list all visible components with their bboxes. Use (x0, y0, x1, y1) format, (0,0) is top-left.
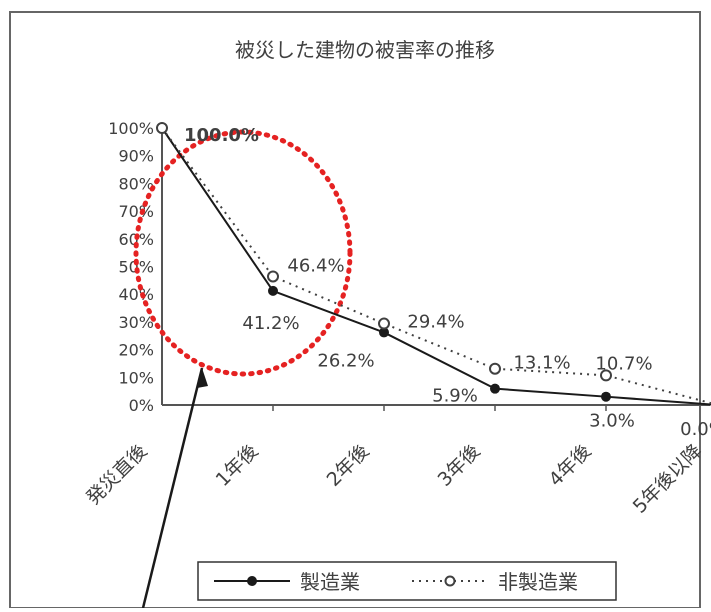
legend-swatch-nonmanufacturing-marker (444, 575, 456, 587)
highlight-ellipse (133, 129, 353, 377)
data-label-manufacturing: 3.0% (589, 411, 635, 432)
point-nonmanufacturing (600, 369, 612, 382)
point-nonmanufacturing (156, 122, 168, 134)
y-tick-label: 30% (118, 313, 154, 332)
data-label-nonmanufacturing: 13.1% (513, 353, 570, 374)
data-label-manufacturing: 0.0% (680, 419, 711, 440)
point-manufacturing (379, 327, 389, 338)
series-group (156, 122, 711, 406)
y-tick-label: 100% (108, 119, 154, 138)
legend-label-nonmanufacturing: 非製造業 (498, 570, 578, 594)
chart-frame (9, 11, 701, 609)
y-tick-label: 20% (118, 341, 154, 360)
point-nonmanufacturing (267, 270, 279, 283)
data-label-manufacturing: 100.0% (184, 125, 259, 146)
legend-swatch-manufacturing-marker (247, 576, 257, 586)
y-tick-label: 40% (118, 285, 154, 304)
data-labels: 100.0% 41.2% 26.2% 5.9% 3.0% 0.0% 46.4% 29.4% 13… (184, 125, 711, 440)
data-label-nonmanufacturing: 46.4% (287, 255, 344, 276)
data-label-nonmanufacturing: 29.4% (407, 312, 464, 333)
annotation-arrow-head (197, 368, 208, 388)
data-label-manufacturing: 26.2% (317, 350, 374, 371)
y-tick-label: 70% (118, 202, 154, 221)
y-tick-label: 0% (129, 396, 154, 415)
series-manufacturing-line (161, 127, 711, 406)
point-manufacturing (601, 391, 611, 402)
annotation-arrow-line (141, 367, 204, 609)
data-label-manufacturing: 5.9% (432, 386, 478, 407)
y-tick-label: 90% (118, 147, 154, 166)
y-tick-label: 10% (118, 368, 154, 387)
point-manufacturing (490, 383, 500, 394)
point-manufacturing (268, 285, 278, 296)
point-nonmanufacturing (378, 317, 390, 330)
point-nonmanufacturing (489, 362, 501, 375)
legend: 製造業 非製造業 (197, 561, 617, 601)
data-label-manufacturing: 41.2% (242, 313, 299, 334)
chart-title: 被災した建物の被害率の推移 (235, 38, 495, 62)
legend-label-manufacturing: 製造業 (300, 570, 360, 594)
data-label-nonmanufacturing: 10.7% (595, 353, 652, 374)
series-nonmanufacturing-line (161, 127, 711, 405)
y-tick-label: 50% (118, 258, 154, 277)
y-tick-label: 80% (118, 174, 154, 193)
